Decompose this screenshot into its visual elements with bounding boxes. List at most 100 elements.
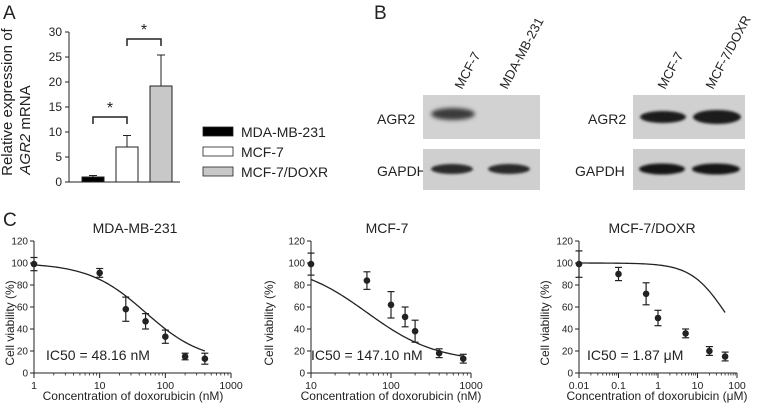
curve-y-tick-label: 40	[562, 325, 574, 336]
bar-chart-legend: MDA-MB-231 MCF-7 MCF-7/DOXR	[202, 124, 328, 180]
curve-x-tick-label: 10	[94, 380, 106, 392]
curve-data-point	[721, 353, 729, 360]
curve-data-point	[387, 301, 395, 309]
bar-2	[115, 146, 139, 183]
blot-right-row-label-gapdh: GAPDH	[575, 163, 625, 179]
panel-letter-b: B	[374, 3, 387, 24]
curve-1-marks: 0 20 40 60 80 100 120 10 100 1000	[288, 237, 483, 393]
curve-y-tick-label: 20	[294, 347, 306, 358]
curve3-title: MCF-7/DOXR	[608, 220, 695, 236]
panel-a-bar-chart: Relative expression of AGR2 mRNA MDA-MB-…	[0, 24, 328, 180]
panel-b-western-blots: MCF-7 MDA-MB-231 MCF-7 MCF-7/DOXR AGR2 G…	[377, 13, 754, 190]
curve-data-point	[30, 260, 38, 268]
blot-left-agr2-band-mcf7	[431, 108, 475, 120]
curve-y-tick-label: 0	[22, 369, 28, 380]
blot-left-row-label-agr2: AGR2	[377, 111, 415, 127]
blot-right-row-label-agr2: AGR2	[588, 111, 626, 127]
curve-data-point	[122, 305, 130, 313]
blot-left-row-label-gapdh: GAPDH	[377, 163, 427, 179]
curve-data-point	[575, 260, 583, 268]
curve-y-tick-label: 120	[556, 237, 573, 248]
significance-star: *	[107, 100, 113, 117]
curve-data-point	[411, 327, 419, 335]
curve-y-tick-label: 20	[17, 347, 29, 358]
curve3-x-label: Concentration of doxorubicin (μM)	[567, 389, 748, 403]
bar-chart-y-tick-label: 5	[55, 150, 62, 164]
curve-y-tick-label: 120	[11, 237, 28, 248]
blot-left-lane-label-2: MDA-MB-231	[496, 15, 546, 92]
curve3-ic50-annotation: IC50 = 1.87 μM	[587, 347, 683, 363]
curve1-ic50-annotation: IC50 = 48.16 nM	[46, 347, 150, 363]
curve-x-tick-label: 1000	[219, 380, 243, 392]
panel-c-dose-response: MDA-MB-231 MCF-7 MCF-7/DOXR Cell viabili…	[3, 220, 748, 403]
curve-y-tick-label: 60	[562, 303, 574, 314]
curve-data-point	[181, 353, 189, 360]
curve-data-point	[307, 260, 315, 268]
curve-x-tick-label: 100	[382, 380, 400, 392]
bar-1	[81, 176, 105, 183]
curve-data-point	[459, 355, 467, 363]
curve-y-tick-label: 100	[556, 259, 573, 270]
curve1-x-label: Concentration of doxorubicin (nM)	[43, 389, 224, 403]
curve-x-tick-label: 10	[305, 380, 317, 392]
curve-fit-line	[33, 264, 206, 352]
bar-chart-y-label-line1: Relative expression of	[0, 27, 16, 175]
bar-chart-y-label: Relative expression of AGR2 mRNA	[0, 24, 34, 176]
curve1-title: MDA-MB-231	[93, 220, 178, 236]
curve-data-point	[642, 290, 650, 298]
curve-x-tick-label: 100	[728, 380, 746, 392]
curve-y-tick-label: 120	[288, 237, 305, 248]
significance-bracket	[126, 38, 162, 46]
curve-y-tick-label: 80	[17, 281, 29, 292]
curve-y-tick-label: 60	[17, 303, 29, 314]
bar-chart-y-tick-label: 20	[49, 75, 63, 89]
blot-left-lane-label-1: MCF-7	[451, 49, 483, 91]
curve-x-tick-label: 0.01	[569, 380, 590, 392]
curve-x-tick-label: 1	[31, 380, 37, 392]
curve-x-tick-label: 10	[692, 380, 704, 392]
curve-data-point	[162, 333, 169, 341]
curve-y-tick-label: 0	[567, 369, 573, 380]
blot-right-agr2-band-mcf7	[640, 111, 686, 123]
curve-data-point	[401, 313, 409, 321]
curve-x-tick-label: 1000	[459, 380, 483, 392]
legend-swatch-mcf7	[202, 146, 234, 157]
curve-data-point	[96, 269, 103, 277]
curve-y-tick-label: 60	[294, 303, 306, 314]
curve-data-point	[682, 330, 689, 337]
blot-right-gapdh-band-mcf7	[639, 163, 685, 175]
curve2-ic50-annotation: IC50 = 147.10 nM	[311, 347, 423, 363]
curve-data-point	[435, 349, 443, 357]
curve-fit-line	[579, 262, 726, 313]
curve-y-tick-label: 20	[562, 347, 574, 358]
curve2-y-label: Cell viability (%)	[262, 280, 276, 365]
significance-bracket	[92, 116, 128, 124]
blot-right-lane-label-1: MCF-7	[654, 49, 686, 91]
curve-y-tick-label: 40	[294, 325, 306, 336]
legend-label-mcf7: MCF-7	[241, 144, 284, 160]
curve2-title: MCF-7	[366, 220, 409, 236]
curve-data-point	[615, 270, 622, 278]
curve-data-point	[142, 318, 149, 325]
curve-y-tick-label: 80	[294, 281, 306, 292]
curve-y-tick-label: 80	[562, 281, 574, 292]
curve3-y-label: Cell viability (%)	[538, 280, 552, 365]
panel-letter-a: A	[3, 3, 16, 24]
blot-right-lane-label-2: MCF-7/DOXR	[702, 13, 753, 91]
curve-y-tick-label: 100	[11, 259, 28, 270]
curve2-x-label: Concentration of doxorubicin (nM)	[301, 389, 482, 403]
bar-chart-marks: 0 5 10 15 20 25 30 * *	[49, 22, 180, 189]
curve1-y-label: Cell viability (%)	[3, 280, 17, 365]
curve-x-tick-label: 1	[655, 380, 661, 392]
curve-data-point	[706, 347, 713, 355]
significance-star: *	[141, 22, 147, 39]
blot-right-agr2-band-doxr	[693, 110, 741, 124]
bar-chart-y-label-line2-italic: AGR2	[17, 133, 34, 176]
curve-x-tick-label: 0.1	[611, 380, 626, 392]
bar-chart-y-label-line2-rest: mRNA	[17, 85, 34, 133]
bar-chart-y-tick-label: 30	[49, 25, 63, 39]
bar-chart-y-tick-label: 25	[49, 50, 63, 64]
